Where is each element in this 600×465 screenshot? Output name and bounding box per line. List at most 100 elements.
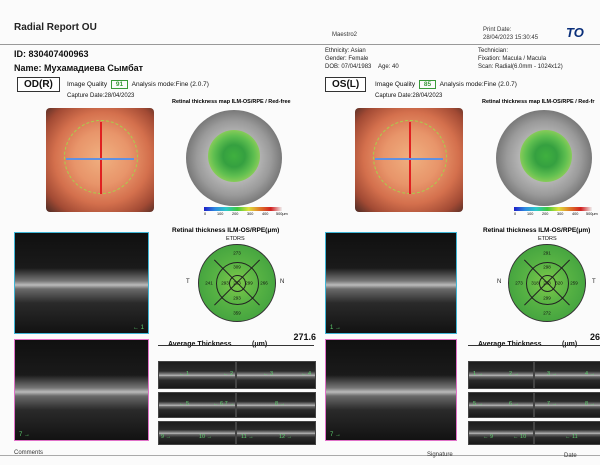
os-etdrs-label: ETDRS — [538, 236, 557, 242]
od-val-inner-inferior: 293 — [233, 295, 241, 301]
os-cbar-tick: 300 — [557, 212, 564, 216]
os-avg-unit: (μm) — [562, 341, 577, 348]
device-name: Maestro2 — [332, 32, 358, 38]
scan-protocol: Scan: Radial(6.0mm - 1024x12) — [478, 64, 563, 70]
os-thumb-label: ← 11 — [565, 434, 578, 440]
od-cbar-tick: 400 — [262, 212, 269, 216]
dob: DOB: 07/04/1983 — [325, 64, 372, 70]
od-thumb-2: ← 2 ← 3 ← 4 — [223, 361, 316, 389]
os-eye-label: OS(L) — [325, 77, 367, 92]
od-thumb-label: 9 → — [161, 434, 172, 440]
os-thumb-label: 5 → — [473, 401, 484, 407]
od-iq-label: Image Quality — [67, 81, 108, 88]
od-avg-rule — [158, 345, 314, 346]
os-thumb-label: 3 → — [547, 371, 558, 377]
print-date-value: 28/04/2023 15:30:45 — [483, 35, 539, 41]
brand-logo-text: TO — [566, 25, 584, 40]
od-thumb-6: 11 → 12 → — [236, 421, 316, 445]
os-etdrs-grid: 291 298 238 318 320 273 259 299 272 — [508, 244, 586, 322]
od-thumb-label: ← 5 — [179, 401, 190, 407]
os-avg-value: 26 — [589, 332, 600, 342]
footer-signature: Signature — [427, 452, 453, 458]
od-etdrs-label: ETDRS — [226, 236, 245, 242]
od-val-outer-nasal: 266 — [260, 280, 268, 286]
patient-name: Name: Мухамадиева Сымбат — [14, 63, 144, 73]
od-cbar-tick: 300 — [247, 212, 254, 216]
od-avg-label: Average Thickness — [168, 341, 232, 348]
od-avg-unit: (μm) — [252, 341, 267, 348]
od-thumb-label: ← 6 7 → — [213, 401, 235, 407]
od-bscan-vertical: 7 → — [14, 339, 149, 441]
od-cbar-tick: 100 — [217, 212, 224, 216]
od-iq-value: 91 — [110, 80, 129, 89]
header-divider — [0, 44, 600, 45]
os-iq-value: 85 — [418, 80, 437, 89]
report-title: Radial Report OU — [14, 22, 97, 33]
od-val-inner-superior: 309 — [233, 264, 241, 270]
os-avg-rule — [468, 345, 600, 346]
os-val-outer-inferior: 272 — [543, 310, 551, 316]
os-val-outer-temporal: 259 — [570, 280, 578, 286]
os-bscan-horizontal: 1 → — [325, 232, 457, 334]
fixation: Fixation: Macula / Macula — [478, 56, 547, 62]
os-thumb-label: ← 10 — [513, 434, 527, 440]
od-average-thickness: Average Thickness (μm) 271.6 — [168, 332, 316, 351]
footer-comments: Comments — [14, 450, 44, 456]
os-thumb-label: 2 → — [509, 371, 520, 377]
ethnicity: Ethnicity: Asian — [325, 48, 366, 54]
os-thumb-label: ← 9 — [483, 434, 494, 440]
os-map-title: Retinal thickness map ILM-OS/RPE / Red-f… — [482, 99, 595, 105]
print-date-label: Print Date: — [483, 27, 512, 33]
os-thumb-label: 8 → — [585, 401, 596, 407]
os-cbar-tick: 400 — [572, 212, 579, 216]
od-thumb-3: ← 5 ← 6 7 → — [158, 392, 236, 418]
os-analysis-mode: Analysis mode:Fine (2.0.7) — [439, 81, 517, 88]
os-side-left: N — [497, 279, 502, 285]
od-thumb-label: ← 1 — [179, 371, 190, 377]
print-date: Print Date: 28/04/2023 15:30:45 — [483, 26, 538, 42]
footer-divider — [0, 455, 600, 456]
od-thickness-overlay — [208, 130, 260, 182]
od-bscan-horizontal: ← 1 — [14, 232, 149, 334]
os-cbar-tick: 500μm — [586, 212, 598, 216]
os-val-outer-nasal: 273 — [515, 280, 523, 286]
od-side-left: T — [186, 279, 190, 285]
os-bscan1-label: 1 → — [330, 325, 342, 331]
os-etdrs-title: Retinal thickness ILM-OS/RPE(μm) — [483, 227, 591, 234]
os-thumb-6: ← 11 — [534, 421, 600, 445]
od-colorbar — [204, 207, 282, 211]
os-val-outer-superior: 291 — [543, 250, 551, 256]
os-capture-date: Capture Date:28/04/2023 — [375, 93, 443, 99]
os-side-right: T — [592, 279, 596, 285]
os-avg-label: Average Thickness — [478, 341, 542, 348]
od-thumb-label: 10 → — [199, 434, 213, 440]
footer-date: Date — [564, 453, 577, 459]
os-thickness-overlay — [520, 130, 572, 182]
os-val-inner-temporal: 320 — [555, 280, 563, 286]
os-iq-label: Image Quality — [375, 81, 416, 88]
os-colorbar-ticks: 0 100 200 300 400 500μm — [514, 212, 600, 218]
od-capture-date: Capture Date:28/04/2023 — [67, 93, 135, 99]
os-thumb-label: 4 → — [585, 371, 596, 377]
od-side-right: N — [280, 279, 285, 285]
od-thumb-label: 8 → — [275, 401, 286, 407]
od-image-quality: Image Quality 91 Analysis mode:Fine (2.0… — [67, 80, 209, 89]
od-thumb-label: 11 → — [241, 434, 254, 440]
od-val-inner-nasal: 299 — [245, 280, 253, 286]
od-bscan2-label: 7 → — [19, 432, 31, 438]
od-cbar-tick: 200 — [232, 212, 239, 216]
od-val-outer-superior: 273 — [233, 250, 241, 256]
os-thumb-1: 1 → 2 → — [468, 361, 534, 389]
os-colorbar — [514, 207, 592, 211]
os-etdrs-center-ring — [539, 275, 556, 292]
patient-demographics: Ethnicity: Asian Gender: Female DOB: 07/… — [325, 47, 399, 71]
od-etdrs-center-ring — [229, 275, 246, 292]
os-scan-arrow-horizontal — [375, 158, 443, 160]
age: Age: 40 — [378, 64, 399, 70]
od-analysis-mode: Analysis mode:Fine (2.0.7) — [131, 81, 209, 88]
od-etdrs-grid: 273 309 233 293 299 241 266 293 359 — [198, 244, 276, 322]
od-cbar-tick: 0 — [204, 212, 207, 216]
od-thumb-4: 8 → — [236, 392, 316, 418]
od-cbar-tick: 500μm — [276, 212, 288, 216]
os-thumb-label: 1 → — [473, 371, 484, 377]
